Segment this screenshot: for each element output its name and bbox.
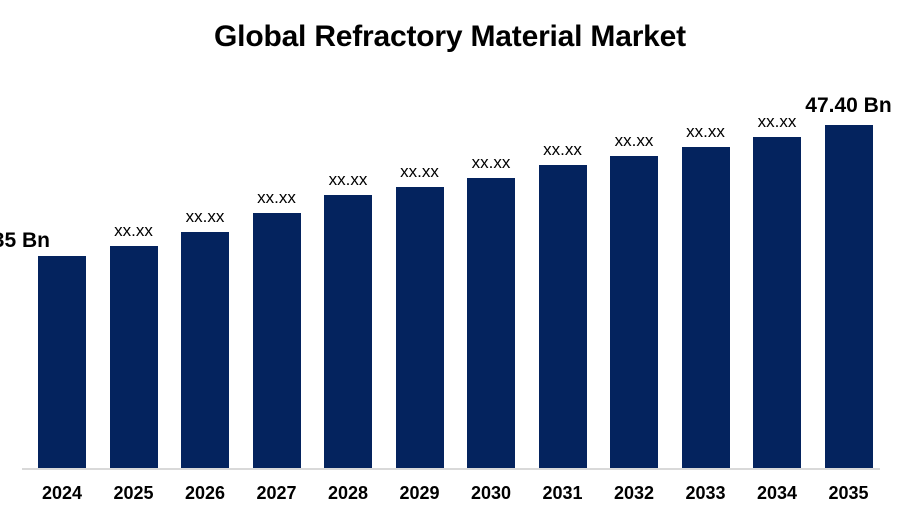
bar-2026 xyxy=(181,232,229,468)
bar-value-label-2027: xx.xx xyxy=(257,188,296,207)
x-axis-label-2024: 2024 xyxy=(41,483,83,503)
bar-2025 xyxy=(109,246,158,468)
bar-2031 xyxy=(538,165,587,468)
bar-value-label-2025: xx.xx xyxy=(114,221,153,240)
x-axis-label-2030: 2030 xyxy=(470,483,512,503)
x-axis-label-2027: 2027 xyxy=(256,483,297,503)
bar-2027 xyxy=(252,213,301,468)
bar-2032 xyxy=(610,156,658,468)
x-axis-label-2034: 2034 xyxy=(756,483,798,503)
bar-value-label-2028: xx.xx xyxy=(328,170,368,189)
x-axis-label-2028: 2028 xyxy=(327,483,369,503)
bar-value-label-2029: xx.xx xyxy=(400,162,439,181)
x-axis-line xyxy=(22,468,880,470)
x-axis-label-2033: 2033 xyxy=(685,483,726,503)
bar-2035 xyxy=(824,125,873,468)
bar-2034 xyxy=(753,137,801,468)
bar-2033 xyxy=(681,147,730,468)
x-axis-label-2025: 2025 xyxy=(113,483,154,503)
bar-2029 xyxy=(395,187,444,468)
bar-value-label-2035: 47.40 Bn xyxy=(805,94,892,117)
bar-value-label-2032: xx.xx xyxy=(614,131,654,150)
bar-2030 xyxy=(467,178,515,468)
x-axis-label-2026: 2026 xyxy=(184,483,226,503)
page-title: Global Refractory Material Market xyxy=(214,20,686,53)
x-axis-label-2035: 2035 xyxy=(828,483,869,503)
bar-value-label-2031: xx.xx xyxy=(543,140,582,159)
bar-value-label-2033: xx.xx xyxy=(686,122,725,141)
bar-value-label-2030: xx.xx xyxy=(471,153,511,172)
x-axis-label-2032: 2032 xyxy=(613,483,655,503)
bar-2024 xyxy=(38,256,86,468)
bar-value-label-2026: xx.xx xyxy=(185,207,225,226)
x-axis-label-2029: 2029 xyxy=(399,483,440,503)
x-axis-label-2031: 2031 xyxy=(542,483,583,503)
bar-2028 xyxy=(324,195,372,468)
bar-value-label-2034: xx.xx xyxy=(757,112,797,131)
bar-value-label-2024: 29.35 Bn xyxy=(0,229,50,252)
